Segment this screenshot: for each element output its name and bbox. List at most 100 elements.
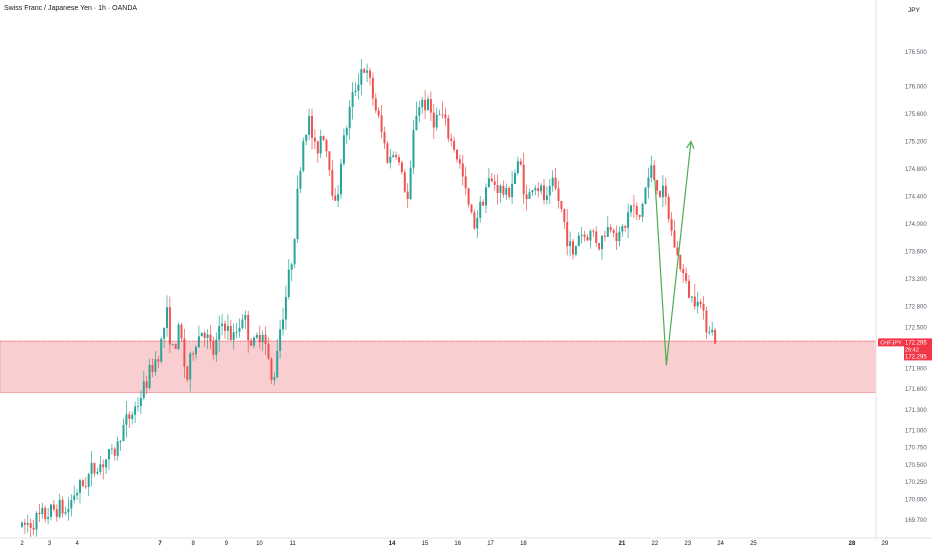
candle[interactable] [635,202,638,220]
candle[interactable] [644,186,647,205]
candle[interactable] [557,180,560,209]
candle[interactable] [650,155,653,183]
candle[interactable] [400,160,403,175]
candle[interactable] [238,318,241,338]
candle[interactable] [308,108,311,140]
candle[interactable] [137,397,139,412]
candle[interactable] [453,136,456,153]
candle[interactable] [427,95,429,111]
candle[interactable] [328,151,331,177]
candle[interactable] [458,154,461,169]
candle[interactable] [522,152,525,204]
candle[interactable] [580,227,583,244]
candle[interactable] [412,119,415,175]
candle[interactable] [380,104,383,139]
candle[interactable] [21,520,23,529]
candle[interactable] [282,307,284,336]
candle[interactable] [351,82,354,120]
candle[interactable] [606,216,609,238]
candle[interactable] [514,169,516,185]
candle[interactable] [232,323,235,350]
candle[interactable] [476,210,479,238]
candle[interactable] [293,238,296,269]
candle[interactable] [183,328,186,378]
candle[interactable] [441,101,444,119]
candle[interactable] [366,63,369,83]
candle[interactable] [131,411,134,425]
candle[interactable] [160,336,163,364]
candle[interactable] [708,325,711,335]
candle[interactable] [322,135,325,141]
candle[interactable] [128,411,131,429]
candle[interactable] [342,128,345,167]
candle[interactable] [99,455,102,475]
candle[interactable] [215,332,218,362]
candle[interactable] [348,100,351,140]
candle[interactable] [409,160,412,201]
candle[interactable] [44,505,47,523]
candle[interactable] [154,351,157,376]
candle[interactable] [119,439,122,451]
candle[interactable] [50,503,52,521]
candle[interactable] [693,284,696,310]
candle[interactable] [90,450,93,487]
candle[interactable] [41,502,44,519]
candle[interactable] [197,325,200,348]
candle[interactable] [189,351,192,392]
candle[interactable] [241,313,244,330]
candle[interactable] [627,203,630,239]
candle[interactable] [673,220,676,248]
candle[interactable] [421,97,424,114]
candle[interactable] [200,332,203,337]
candle[interactable] [337,184,340,207]
candle[interactable] [456,149,458,163]
candle[interactable] [398,154,400,166]
candle[interactable] [55,504,58,522]
candle[interactable] [444,107,447,126]
candle[interactable] [177,322,180,351]
candle[interactable] [624,224,627,232]
candle[interactable] [432,104,435,140]
candle[interactable] [656,179,659,195]
candle[interactable] [261,330,264,352]
candle[interactable] [102,459,105,480]
candle[interactable] [313,128,316,150]
candle[interactable] [186,365,189,382]
candle[interactable] [598,242,601,252]
candle[interactable] [664,177,667,206]
candle[interactable] [415,101,418,131]
candle[interactable] [543,179,545,205]
candle[interactable] [354,82,357,96]
candle[interactable] [467,187,470,208]
candle[interactable] [52,500,55,512]
candle[interactable] [519,158,522,166]
candle[interactable] [250,337,253,346]
candle[interactable] [383,126,386,149]
candle[interactable] [305,134,308,146]
candle[interactable] [96,467,99,475]
candle[interactable] [166,295,168,337]
candle[interactable] [302,137,305,173]
candle[interactable] [670,212,673,236]
candle[interactable] [499,183,502,203]
candle[interactable] [81,479,84,487]
candle[interactable] [357,73,360,100]
candle[interactable] [284,285,287,330]
candle[interactable] [93,462,96,477]
candle[interactable] [163,327,166,348]
candle[interactable] [540,183,543,195]
candle[interactable] [577,232,580,247]
candle[interactable] [122,418,125,442]
candle[interactable] [389,149,392,169]
candle[interactable] [38,503,41,523]
candle[interactable] [287,259,290,300]
candle[interactable] [621,223,624,237]
candle[interactable] [647,167,650,199]
candle[interactable] [479,195,482,223]
candle[interactable] [134,401,137,424]
candle[interactable] [528,188,531,200]
candle[interactable] [360,58,363,96]
support-zone[interactable] [0,340,877,394]
candle[interactable] [319,129,322,159]
